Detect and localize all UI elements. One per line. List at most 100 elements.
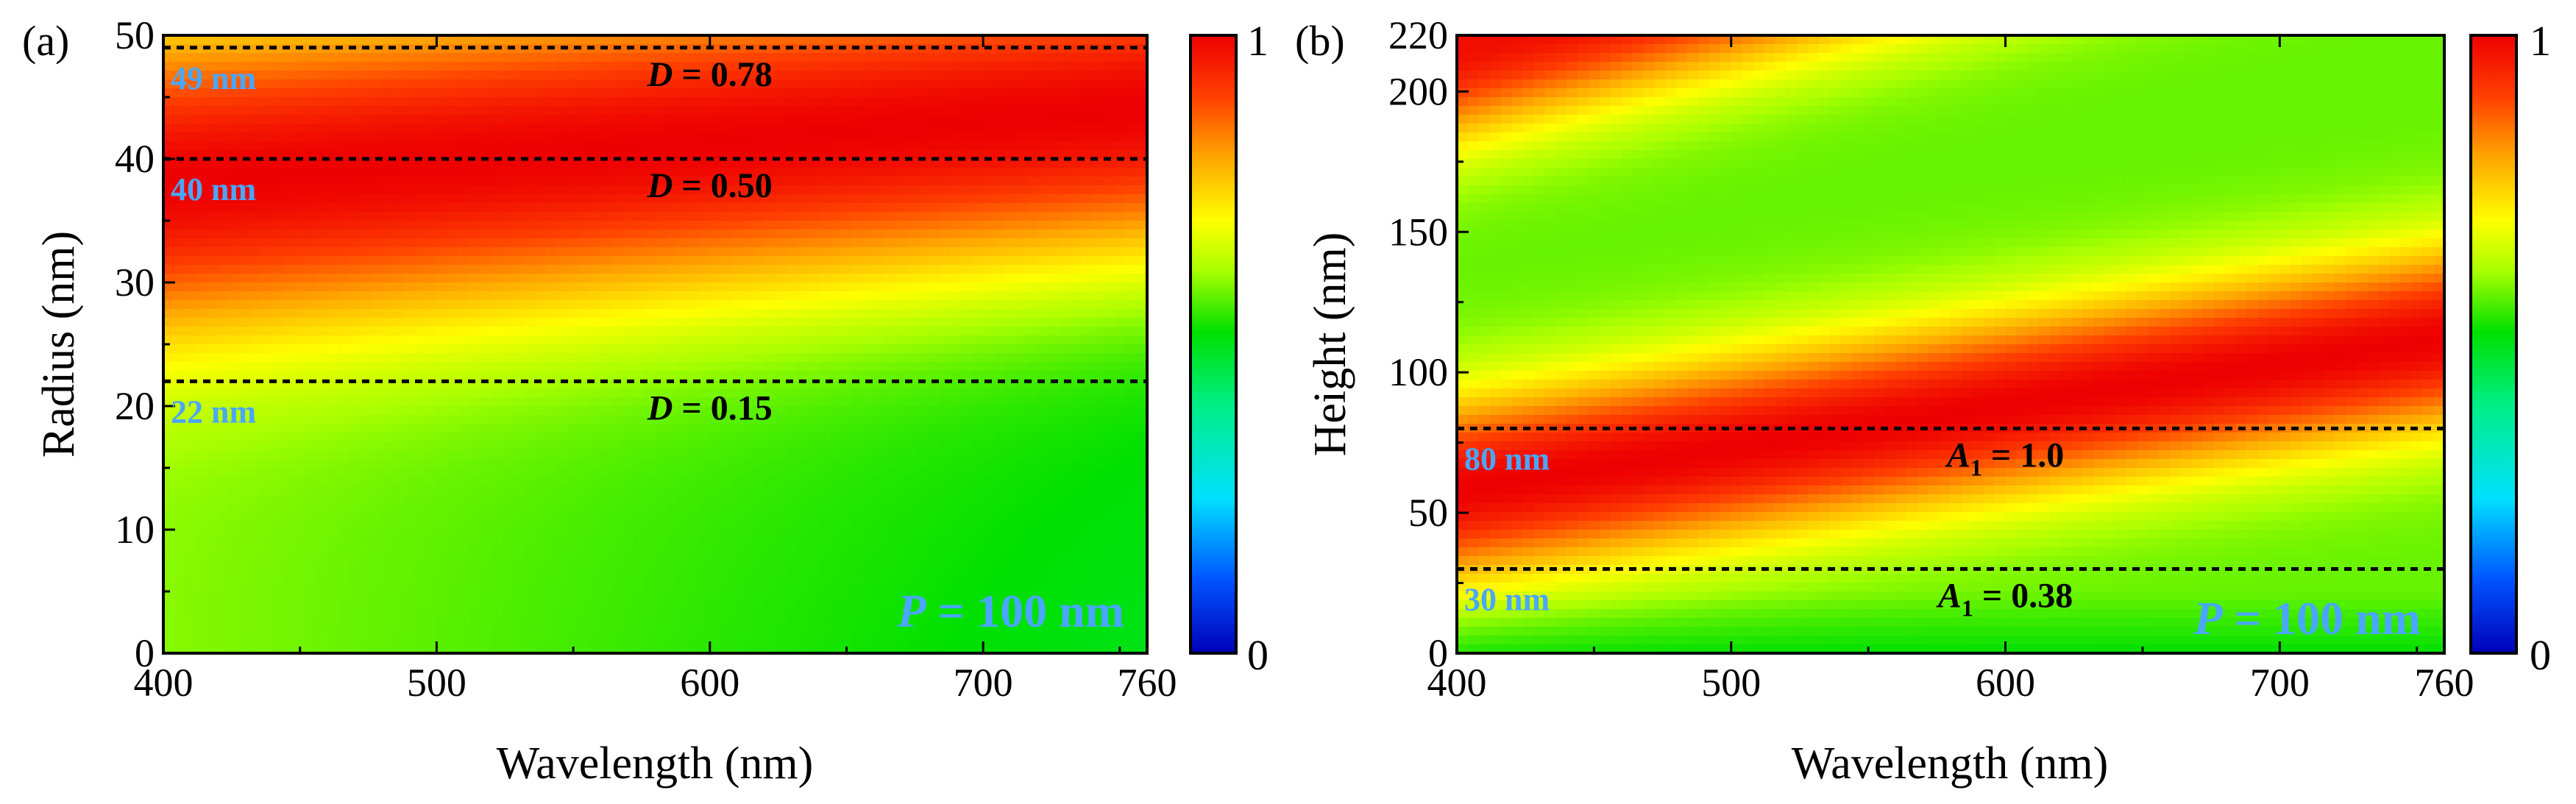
heatmap-cell xyxy=(851,565,864,574)
heatmap-cell xyxy=(403,221,416,230)
heatmap-cell xyxy=(862,521,875,530)
heatmap-cell xyxy=(502,503,514,513)
heatmap-cell xyxy=(622,309,634,319)
heatmap-cell xyxy=(425,530,438,539)
heatmap-cell xyxy=(797,62,809,71)
heatmap-cell xyxy=(196,512,208,522)
heatmap-cell xyxy=(644,282,656,292)
heatmap-cell xyxy=(513,327,525,336)
heatmap-cell xyxy=(196,521,208,530)
heatmap-cell xyxy=(622,362,634,371)
heatmap-cell xyxy=(677,318,689,327)
heatmap-cell xyxy=(688,300,700,310)
heatmap-cell xyxy=(873,291,886,301)
heatmap-cell xyxy=(338,62,350,71)
heatmap-cell xyxy=(535,362,547,371)
heatmap-cell xyxy=(327,556,339,566)
heatmap-cell xyxy=(939,168,951,177)
heatmap-cell xyxy=(436,344,449,354)
heatmap-cell xyxy=(447,424,459,433)
heatmap-cell xyxy=(327,106,339,115)
heatmap-cell xyxy=(382,424,394,433)
heatmap-cell xyxy=(698,274,711,283)
heatmap-cell xyxy=(229,265,241,274)
heatmap-cell xyxy=(272,185,285,195)
heatmap-cell xyxy=(163,388,175,398)
heatmap-cell xyxy=(349,609,361,619)
heatmap-cell xyxy=(196,221,208,230)
heatmap-cell xyxy=(567,574,580,583)
heatmap-cell xyxy=(535,212,547,221)
heatmap-cell xyxy=(633,62,645,71)
heatmap-cell xyxy=(873,477,886,486)
heatmap-cell xyxy=(797,353,809,363)
heatmap-cell xyxy=(250,362,263,371)
heatmap-cell xyxy=(720,530,733,539)
heatmap-cell xyxy=(928,371,940,380)
heatmap-cell xyxy=(185,565,197,574)
heatmap-cell xyxy=(250,600,263,610)
heatmap-cell xyxy=(873,600,886,610)
heatmap-cell xyxy=(764,221,776,230)
heatmap-cell xyxy=(851,485,864,495)
heatmap-cell xyxy=(567,132,580,142)
heatmap-cell xyxy=(218,230,230,239)
heatmap-cell xyxy=(250,300,263,310)
heatmap-cell xyxy=(535,397,547,407)
heatmap-cell xyxy=(261,433,274,442)
heatmap-cell xyxy=(851,583,864,592)
heatmap-cell xyxy=(349,636,361,645)
heatmap-cell xyxy=(841,618,853,627)
heatmap-cell xyxy=(884,256,897,266)
heatmap-cell xyxy=(305,300,317,310)
heatmap-cell xyxy=(349,141,361,151)
heatmap-cell xyxy=(305,600,317,610)
heatmap-cell xyxy=(884,106,897,115)
heatmap-cell xyxy=(349,106,361,115)
heatmap-cell xyxy=(918,97,929,107)
heatmap-cell xyxy=(764,441,776,451)
heatmap-cell xyxy=(545,291,558,301)
heatmap-cell xyxy=(851,106,864,115)
heatmap-cell xyxy=(764,627,776,636)
heatmap-cell xyxy=(261,353,274,363)
heatmap-cell xyxy=(392,168,405,177)
heatmap-cell xyxy=(720,591,733,601)
heatmap-cell xyxy=(797,556,809,566)
heatmap-cell xyxy=(578,512,591,522)
heatmap-cell xyxy=(677,291,689,301)
heatmap-cell xyxy=(163,512,175,522)
heatmap-cell xyxy=(611,521,623,530)
heatmap-cell xyxy=(884,397,897,407)
heatmap-cell xyxy=(316,583,328,592)
heatmap-cell xyxy=(272,132,285,142)
heatmap-cell xyxy=(600,185,612,195)
heatmap-cell xyxy=(545,62,558,71)
heatmap-cell xyxy=(720,274,733,283)
heatmap-cell xyxy=(709,521,722,530)
heatmap-cell xyxy=(709,124,722,133)
heatmap-cell xyxy=(567,88,580,98)
heatmap-cell xyxy=(622,388,634,398)
heatmap-cell xyxy=(655,494,667,504)
heatmap-cell xyxy=(622,327,634,336)
heatmap-cell xyxy=(371,194,383,204)
heatmap-cell xyxy=(414,371,427,380)
heatmap-cell xyxy=(611,274,623,283)
heatmap-cell xyxy=(731,450,744,460)
heatmap-cell xyxy=(556,291,569,301)
heatmap-cell xyxy=(589,459,602,469)
heatmap-cell xyxy=(229,459,241,469)
heatmap-cell xyxy=(513,494,525,504)
heatmap-cell xyxy=(545,115,558,124)
heatmap-cell xyxy=(447,583,459,592)
heatmap-cell xyxy=(502,177,514,186)
heatmap-cell xyxy=(786,106,798,115)
heatmap-cell xyxy=(196,247,208,257)
heatmap-cell xyxy=(655,433,667,442)
heatmap-cell xyxy=(545,300,558,310)
heatmap-cell xyxy=(600,600,612,610)
heatmap-cell xyxy=(841,468,853,477)
heatmap-cell xyxy=(338,212,350,221)
heatmap-cell xyxy=(775,53,787,63)
